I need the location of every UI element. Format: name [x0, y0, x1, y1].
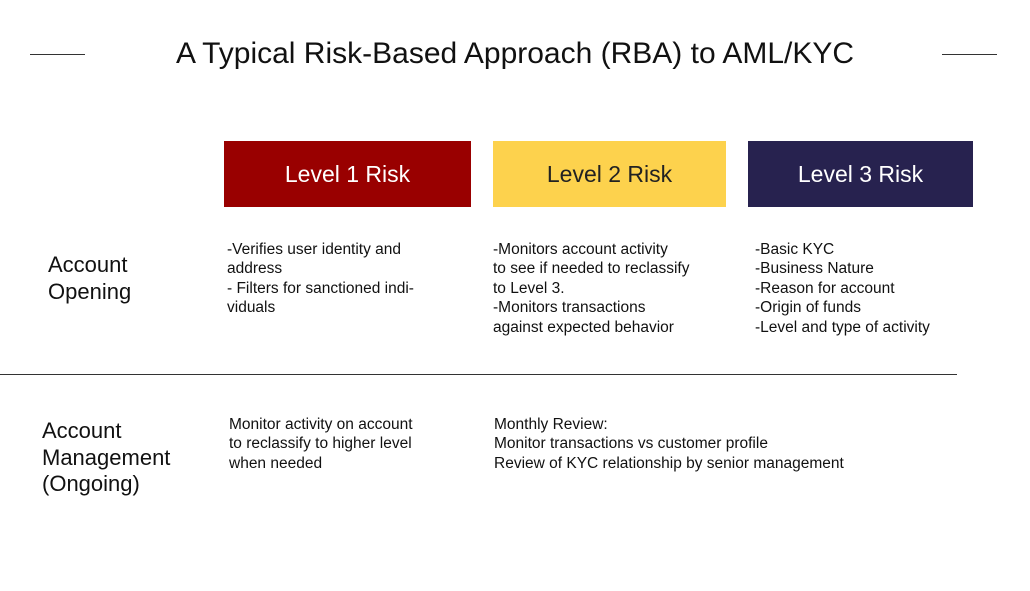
- cell-text: Monthly Review:: [494, 416, 608, 433]
- cell-text: -Monitors account activity: [493, 241, 668, 258]
- row-separator: [0, 374, 957, 375]
- cell-text: -Verifies user identity and: [227, 241, 402, 258]
- cell-text: -Basic KYC: [755, 241, 835, 258]
- cell-text: -Reason for account: [755, 279, 895, 297]
- cell-text: to Level 3.: [493, 279, 565, 297]
- cell-text: to see if needed to reclassify: [493, 260, 690, 278]
- cell-text: -Business Nature: [755, 260, 874, 278]
- cell-text: -Level and type of activity: [755, 318, 930, 336]
- cell-text: against expected behavior: [493, 318, 674, 336]
- row-label: Account: [42, 418, 122, 443]
- cell-text: to reclassify to higher level: [229, 435, 412, 453]
- level-header: Level 1 Risk: [224, 141, 471, 207]
- level-header: Level 2 Risk: [493, 141, 726, 207]
- cell-text: address: [227, 260, 283, 278]
- cell-text: - Filters for sanctioned indi-: [227, 279, 414, 297]
- title-rule: [30, 54, 85, 55]
- cell-text: viduals: [227, 299, 276, 317]
- title-rule: [942, 54, 997, 55]
- row-label: Opening: [48, 278, 132, 304]
- row-label: Account: [48, 252, 128, 277]
- row-label: (Ongoing): [42, 471, 140, 496]
- row-label: Management: [42, 444, 171, 470]
- cell-text: -Monitors transactions: [493, 299, 646, 317]
- cell-text: Review of KYC relationship by senior man…: [494, 454, 844, 472]
- cell-text: Monitor transactions vs customer profile: [494, 435, 768, 453]
- level-header: Level 3 Risk: [748, 141, 973, 207]
- cell-text: -Origin of funds: [755, 299, 861, 317]
- title: A Typical Risk-Based Approach (RBA) to A…: [175, 37, 855, 70]
- cell-text: Monitor activity on account: [229, 416, 413, 433]
- cell-text: when needed: [229, 454, 323, 472]
